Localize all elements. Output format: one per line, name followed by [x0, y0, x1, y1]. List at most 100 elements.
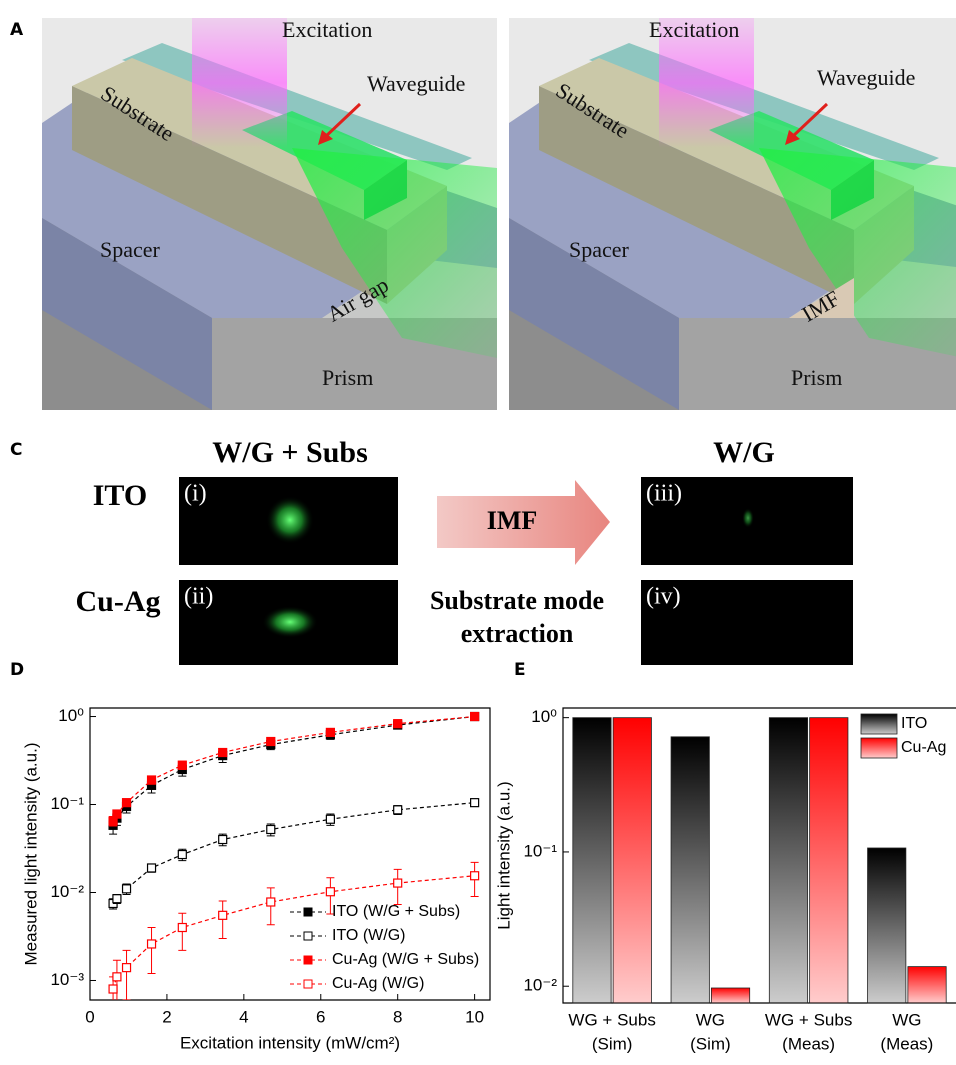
marker	[326, 888, 334, 896]
label: Spacer	[100, 237, 161, 262]
panel-c: W/G + Subs W/G ITO Cu-Ag (i) (ii) (iii) …	[75, 436, 853, 665]
error-bar	[148, 928, 156, 974]
x-tick-label: 4	[239, 1007, 248, 1026]
marker	[178, 761, 186, 769]
column-header: W/G + Subs	[212, 436, 368, 469]
spot	[266, 496, 314, 544]
marker	[148, 776, 156, 784]
image-label: (iii)	[646, 481, 682, 507]
marker	[326, 728, 334, 736]
marker	[123, 964, 131, 972]
marker	[148, 940, 156, 948]
y-tick-label: 10⁻³	[50, 970, 84, 989]
marker	[267, 825, 275, 833]
x-tick-label: 0	[85, 1007, 94, 1026]
legend-marker	[304, 932, 312, 940]
legend-swatch	[861, 714, 897, 734]
series-line	[113, 803, 475, 904]
x-tick-label: (Sim)	[592, 1034, 633, 1053]
image-label: (i)	[184, 481, 207, 507]
caption: extraction	[461, 619, 574, 648]
x-tick-label: 10	[465, 1007, 484, 1026]
marker	[148, 864, 156, 872]
series-line	[113, 876, 475, 989]
legend-label: Cu-Ag (W/G + Subs)	[332, 951, 479, 968]
spot	[742, 508, 754, 528]
series-line	[113, 717, 475, 821]
figure: A B C D E Excitation Waveguide Substrate…	[0, 0, 956, 1065]
arrow-label: IMF	[487, 506, 538, 535]
bar	[868, 848, 906, 1003]
legend-marker	[304, 908, 312, 916]
panel-label: A	[10, 20, 24, 40]
image-label: (ii)	[184, 584, 213, 610]
y-axis-label: Light intensity (a.u.)	[494, 781, 513, 929]
marker	[219, 836, 227, 844]
panel-label: C	[10, 440, 22, 460]
bar	[908, 967, 946, 1003]
charts: 10⁰ 10⁻¹ 10⁻² 10⁻³ Measured light intensity …	[21, 706, 956, 1053]
y-tick-label: 10⁰	[531, 707, 557, 726]
marker	[113, 895, 121, 903]
bar	[810, 718, 848, 1003]
x-tick-label: WG + Subs	[568, 1010, 655, 1029]
label: Prism	[791, 365, 842, 390]
marker	[394, 879, 402, 887]
label: Prism	[322, 365, 373, 390]
marker	[471, 872, 479, 880]
marker	[178, 851, 186, 859]
row-label: ITO	[93, 479, 147, 512]
y-tick-label: 10⁰	[58, 706, 84, 725]
image-label: (iv)	[646, 584, 681, 610]
y-tick-label: 10⁻¹	[50, 794, 84, 813]
panel-a: Excitation Waveguide Substrate Spacer Ai…	[42, 17, 497, 410]
y-tick-label: 10⁻¹	[523, 841, 557, 860]
error-bar	[123, 950, 131, 1000]
marker	[219, 911, 227, 919]
marker	[219, 749, 227, 757]
x-tick-label: (Meas)	[880, 1034, 933, 1053]
y-tick-label: 10⁻²	[523, 976, 557, 995]
x-tick-label: (Sim)	[690, 1034, 731, 1053]
legend-marker	[304, 956, 312, 964]
label: Waveguide	[817, 65, 915, 90]
x-tick-label: WG + Subs	[765, 1010, 852, 1029]
legend-label: ITO	[901, 715, 927, 732]
x-tick-label: WG	[696, 1010, 725, 1029]
caption: Substrate mode	[430, 586, 604, 615]
bar	[711, 988, 749, 1003]
legend-label: Cu-Ag	[901, 739, 946, 756]
marker	[394, 806, 402, 814]
bar	[613, 718, 651, 1003]
marker	[471, 713, 479, 721]
row-label: Cu-Ag	[75, 585, 160, 618]
legend-label: ITO (W/G)	[332, 927, 405, 944]
series-line	[113, 717, 475, 826]
label: Spacer	[569, 237, 630, 262]
legend-label: ITO (W/G + Subs)	[332, 903, 460, 920]
x-tick-label: 2	[162, 1007, 171, 1026]
panel-b: Excitation Waveguide Substrate Spacer IM…	[509, 17, 956, 410]
y-tick-label: 10⁻²	[50, 882, 84, 901]
marker	[267, 898, 275, 906]
y-axis-label: Measured light intensity (a.u.)	[21, 743, 40, 966]
marker	[109, 985, 117, 993]
marker	[123, 799, 131, 807]
marker	[178, 924, 186, 932]
label: Excitation	[649, 17, 739, 42]
marker	[113, 973, 121, 981]
legend-swatch	[861, 738, 897, 758]
marker	[267, 738, 275, 746]
bar	[573, 718, 611, 1003]
marker	[394, 720, 402, 728]
bar	[769, 718, 807, 1003]
panel-label: E	[514, 660, 526, 680]
x-tick-label: (Meas)	[782, 1034, 835, 1053]
spot	[262, 606, 318, 638]
label: Waveguide	[367, 71, 465, 96]
x-axis-label: Excitation intensity (mW/cm²)	[180, 1033, 400, 1052]
x-tick-label: 6	[316, 1007, 325, 1026]
marker	[471, 799, 479, 807]
column-header: W/G	[713, 436, 775, 469]
label: Excitation	[282, 17, 372, 42]
